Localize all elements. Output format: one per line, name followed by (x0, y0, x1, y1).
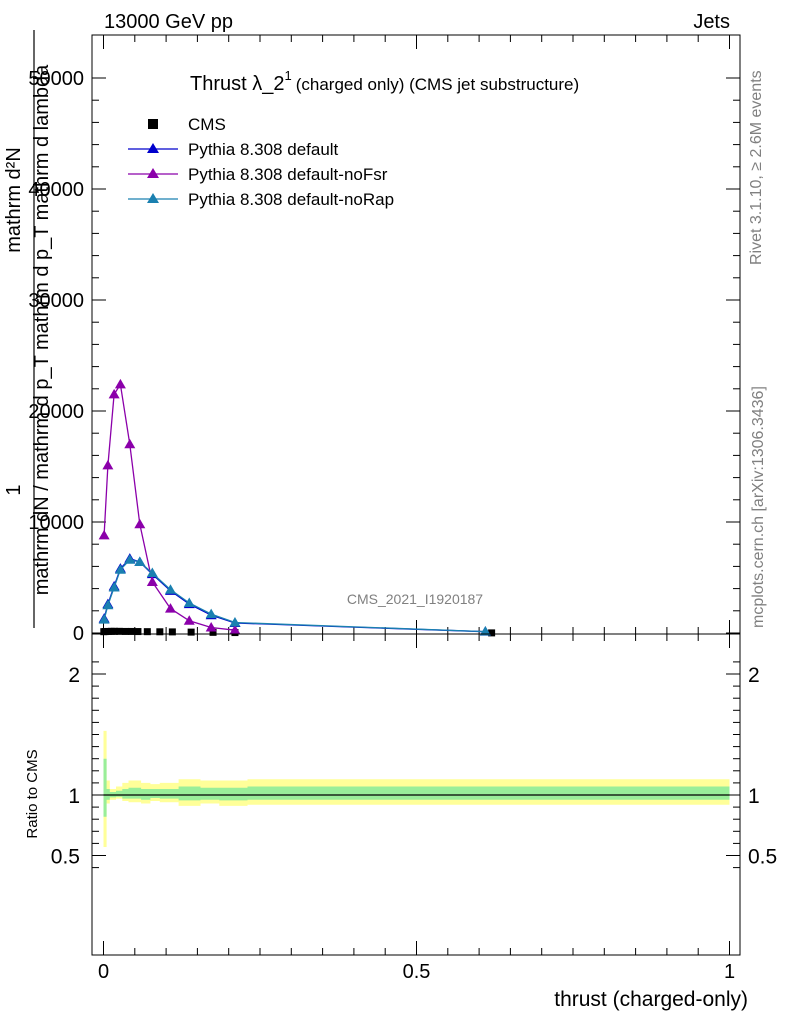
mc-point (98, 614, 110, 624)
plot-title-sup: 1 (284, 68, 291, 83)
mc-point (102, 459, 114, 470)
y-label-den: mathrm dN / mathrm d p_T mathrm d p_T ma… (31, 64, 53, 595)
plot-title-main: Thrust λ_2 (190, 73, 284, 95)
mc-point (183, 615, 195, 625)
mc-point (102, 599, 114, 610)
series-pythia-8-308-default-norap (98, 554, 491, 636)
cms-point (143, 628, 151, 636)
cms-point (121, 627, 129, 635)
x-tick-label: 0.5 (403, 961, 431, 983)
ratio-y-tick-label-right: 1 (748, 785, 760, 808)
header-jets: Jets (693, 11, 730, 33)
legend-marker (147, 168, 159, 178)
legend-label: Pythia 8.308 default-noRap (188, 190, 394, 209)
ratio-y-tick-label: 2 (68, 664, 80, 687)
mc-point (98, 529, 110, 540)
cms-point (128, 627, 136, 635)
ratio-y-tick-label: 1 (68, 785, 80, 808)
ratio-axis-ticks: 0.5 0.5 1 1 2 2 0 0.5 1 (51, 634, 777, 983)
ratio-bands (103, 730, 730, 847)
y-tick-label: 20000 (28, 401, 84, 423)
cms-point (134, 628, 142, 636)
series-pythia-8-308-default-nofsr (98, 378, 241, 635)
mc-point (134, 556, 146, 566)
legend-item: Pythia 8.308 default (128, 140, 339, 159)
legend-label: Pythia 8.308 default (188, 140, 339, 159)
legend-item: CMS (148, 115, 226, 134)
mc-point (134, 518, 146, 529)
ratio-band-green (103, 758, 730, 817)
x-axis-label: thrust (charged-only) (554, 988, 748, 1011)
mc-point (124, 438, 136, 449)
legend-marker (147, 143, 159, 153)
legend-marker (147, 193, 159, 203)
plot-title: Thrust λ_21 (charged only) (CMS jet subst… (190, 68, 579, 95)
cms-point (488, 629, 496, 637)
mc-point (205, 608, 217, 619)
plot-title-rest: (charged only) (CMS jet substructure) (296, 75, 579, 94)
cms-point (187, 628, 195, 636)
series-cms (100, 627, 496, 637)
cms-point (209, 628, 217, 636)
mc-point (146, 576, 158, 586)
legend-label: Pythia 8.308 default-noFsr (188, 165, 388, 184)
analysis-label: CMS_2021_I1920187 (347, 591, 483, 607)
y-label-top: 1 (3, 484, 25, 495)
y-tick-label: 30000 (28, 290, 84, 312)
y-tick-label: 10000 (28, 512, 84, 534)
x-tick-label: 0 (98, 961, 109, 983)
cms-point (156, 628, 164, 636)
mc-point (164, 603, 176, 613)
y-label-num: mathrm d²N (3, 147, 25, 253)
cms-point (110, 627, 118, 635)
mc-point (124, 554, 136, 564)
y-tick-label: 50000 (28, 68, 84, 90)
mc-point (164, 584, 176, 594)
mc-point (114, 564, 126, 574)
mc-point (108, 581, 120, 592)
y-tick-label: 40000 (28, 179, 84, 201)
ratio-y-tick-label-right: 0.5 (748, 846, 777, 869)
mc-point (146, 567, 158, 578)
main-series (98, 378, 496, 637)
ratio-frame (91, 633, 741, 956)
cms-point (168, 628, 176, 636)
ratio-y-tick-label-right: 2 (748, 664, 760, 687)
legend-label: CMS (188, 115, 226, 134)
mc-point (479, 626, 491, 636)
mc-point (108, 388, 120, 399)
legend: CMS Pythia 8.308 default Pythia 8.308 defa… (128, 115, 394, 209)
x-tick-label: 1 (724, 961, 735, 983)
mc-point (229, 624, 241, 635)
ratio-y-tick-label: 0.5 (51, 846, 80, 869)
y-axis-label-main: 1 mathrm d²N mathrm dN / mathrm d p_T ma… (3, 30, 53, 628)
main-axis-ticks: 0 10000 20000 30000 40000 50000 (28, 35, 740, 645)
ratio-y-label: Ratio to CMS (24, 749, 41, 838)
legend-marker (148, 119, 158, 129)
legend-item: Pythia 8.308 default-noFsr (128, 165, 388, 184)
mc-point (114, 378, 126, 389)
mc-point (229, 616, 241, 627)
mcplots-label: mcplots.cern.ch [arXiv:1306.3436] (750, 386, 767, 628)
mc-point (205, 621, 217, 632)
header-energy: 13000 GeV pp (104, 11, 233, 33)
ratio-plot-panel: 0.5 0.5 1 1 2 2 0 0.5 1 Ratio to CMS thrust (cha… (24, 633, 777, 1011)
mc-point (183, 597, 195, 608)
rivet-label: Rivet 3.1.10, ≥ 2.6M events (748, 70, 765, 265)
cms-point (115, 627, 123, 635)
y-tick-label: 0 (73, 623, 84, 645)
legend-item: Pythia 8.308 default-noRap (128, 190, 394, 209)
